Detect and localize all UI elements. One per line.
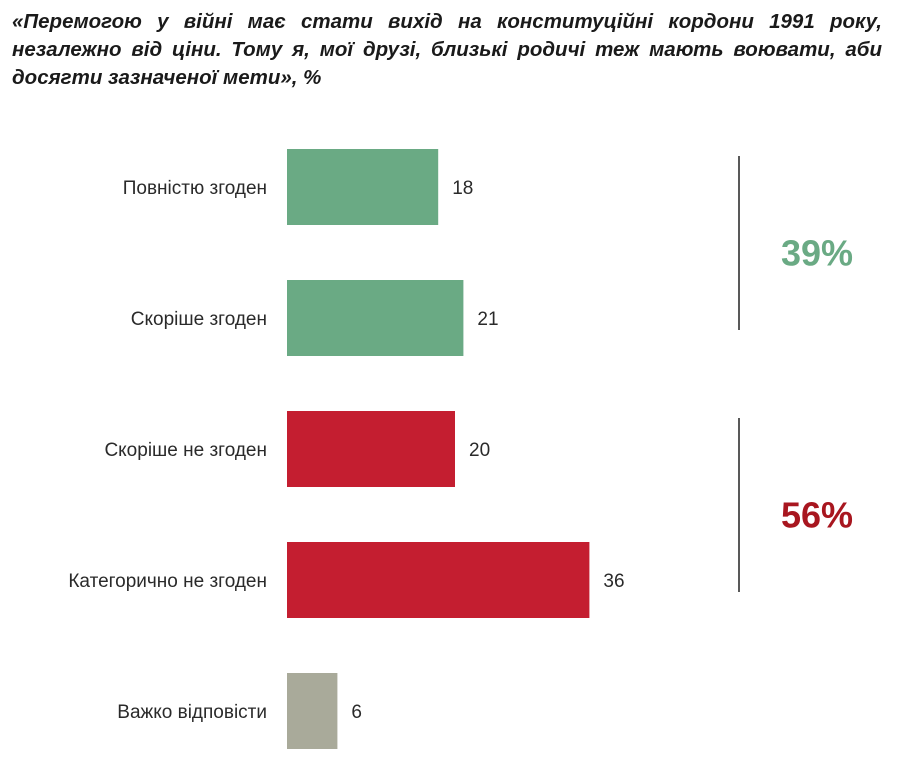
group-total-label: 39% [781, 233, 853, 274]
bar-1 [287, 149, 439, 225]
group-total-label: 56% [781, 495, 853, 536]
bar-3 [287, 411, 455, 487]
value-label: 36 [603, 571, 624, 592]
value-label: 21 [477, 309, 498, 330]
category-label: Повністю згоден [123, 178, 267, 199]
category-label: Скоріше згоден [131, 309, 267, 330]
bar-4 [287, 542, 590, 618]
value-label: 6 [351, 702, 362, 723]
value-label: 20 [469, 440, 490, 461]
bar-2 [287, 280, 464, 356]
category-label: Скоріше не згоден [104, 440, 267, 461]
chart-title: «Перемогою у війні має стати вихід на ко… [12, 10, 882, 89]
category-label: Категорично не згоден [68, 571, 267, 592]
bars-group: Повністю згоден 18 Скоріше згоден 21 Скоріше… [68, 149, 625, 749]
category-label: Важко відповісти [117, 702, 267, 723]
bar-5 [287, 673, 338, 749]
value-label: 18 [452, 178, 473, 199]
group-brackets: 39% 56% [738, 156, 853, 592]
